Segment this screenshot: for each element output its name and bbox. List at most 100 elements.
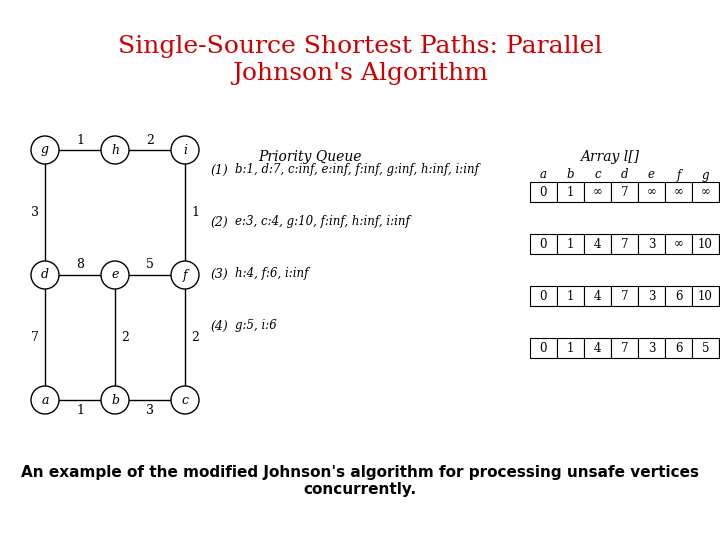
Text: 5: 5 [702,341,709,354]
Text: 3: 3 [648,341,655,354]
Text: 1: 1 [567,289,574,302]
Text: 1: 1 [191,206,199,219]
Bar [557,234,584,254]
Text: 6: 6 [675,289,683,302]
Text: 5: 5 [146,259,154,272]
Text: 7: 7 [621,289,629,302]
Text: e: e [112,268,119,281]
Bar [719,182,720,202]
Circle shape [171,261,199,289]
Bar [584,338,611,358]
Bar [584,286,611,306]
Text: 3: 3 [648,289,655,302]
Text: 0: 0 [540,341,547,354]
Bar [665,234,692,254]
Text: d: d [621,168,629,181]
Text: b:1, d:7, c:inf, e:inf, f:inf, g:inf, h:inf, i:inf: b:1, d:7, c:inf, e:inf, f:inf, g:inf, h:… [235,164,479,177]
Bar [557,286,584,306]
Text: (4): (4) [210,320,228,333]
Text: 10: 10 [698,238,713,251]
Circle shape [31,136,59,164]
Text: Single-Source Shortest Paths: Parallel
Johnson's Algorithm: Single-Source Shortest Paths: Parallel J… [118,35,602,85]
Text: 0: 0 [540,186,547,199]
Circle shape [31,261,59,289]
Text: 2: 2 [146,133,154,146]
Bar [638,182,665,202]
Text: 1: 1 [76,133,84,146]
Bar [638,234,665,254]
Text: 6: 6 [675,341,683,354]
Text: c: c [594,168,600,181]
Bar [584,234,611,254]
Bar [611,182,638,202]
Text: 4: 4 [594,238,601,251]
Bar [611,286,638,306]
Text: 3: 3 [648,238,655,251]
Bar [692,182,719,202]
Text: ∞: ∞ [647,186,657,199]
Text: h:4, f:6, i:inf: h:4, f:6, i:inf [235,267,308,280]
Bar [665,338,692,358]
Bar [719,338,720,358]
Circle shape [101,261,129,289]
Bar [530,286,557,306]
Text: 4: 4 [594,289,601,302]
Text: ∞: ∞ [593,186,603,199]
Text: 4: 4 [594,341,601,354]
Circle shape [171,386,199,414]
Circle shape [31,386,59,414]
Bar [719,286,720,306]
Text: 3: 3 [146,403,154,416]
Text: ∞: ∞ [674,238,683,251]
Text: 1: 1 [567,186,574,199]
Text: i: i [183,144,187,157]
Text: b: b [567,168,575,181]
Text: e:3, c:4, g:10, f:inf, h:inf, i:inf: e:3, c:4, g:10, f:inf, h:inf, i:inf [235,215,410,228]
Text: g: g [702,168,709,181]
Bar [665,182,692,202]
Text: Priority Queue: Priority Queue [258,150,361,164]
Text: f: f [676,168,680,181]
Text: (2): (2) [210,215,228,228]
Bar [611,234,638,254]
Text: 2: 2 [121,331,129,344]
Text: e: e [648,168,655,181]
Text: g: g [41,144,49,157]
Text: b: b [111,394,119,407]
Bar [530,338,557,358]
Bar [665,286,692,306]
Bar [692,286,719,306]
Bar [719,234,720,254]
Text: 3: 3 [31,206,39,219]
Text: 1: 1 [76,403,84,416]
Text: 7: 7 [31,331,39,344]
Bar [611,338,638,358]
Bar [692,234,719,254]
Text: (1): (1) [210,164,228,177]
Text: f: f [183,268,187,281]
Text: 0: 0 [540,238,547,251]
Text: Array l[]: Array l[] [580,150,639,164]
Bar [557,182,584,202]
Text: ∞: ∞ [674,186,683,199]
Text: 8: 8 [76,259,84,272]
Text: 1: 1 [567,341,574,354]
Text: g:5, i:6: g:5, i:6 [235,320,276,333]
Bar [557,338,584,358]
Text: a: a [41,394,49,407]
Text: a: a [540,168,547,181]
Text: 10: 10 [698,289,713,302]
Circle shape [171,136,199,164]
Circle shape [101,386,129,414]
Circle shape [101,136,129,164]
Bar [638,338,665,358]
Bar [638,286,665,306]
Bar [530,234,557,254]
Text: 1: 1 [567,238,574,251]
Text: ∞: ∞ [701,186,711,199]
Text: 0: 0 [540,289,547,302]
Text: An example of the modified Johnson's algorithm for processing unsafe vertices
co: An example of the modified Johnson's alg… [21,465,699,497]
Text: (3): (3) [210,267,228,280]
Text: 7: 7 [621,341,629,354]
Text: c: c [181,394,189,407]
